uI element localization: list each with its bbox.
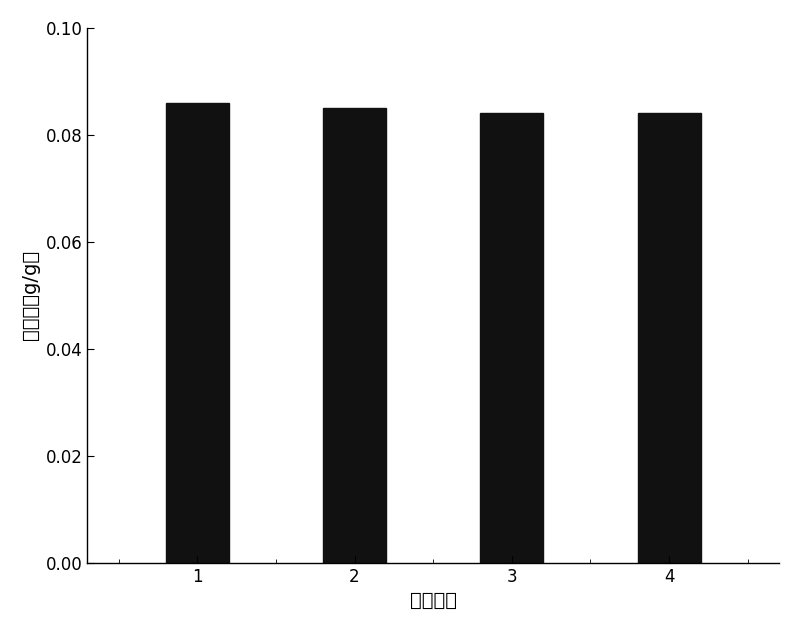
Bar: [323, 108, 386, 563]
Bar: [166, 103, 229, 563]
X-axis label: 实验次数: 实验次数: [410, 591, 457, 610]
Bar: [638, 114, 701, 563]
Bar: [480, 114, 543, 563]
Y-axis label: 吸附量（g/g）: 吸附量（g/g）: [21, 251, 40, 340]
